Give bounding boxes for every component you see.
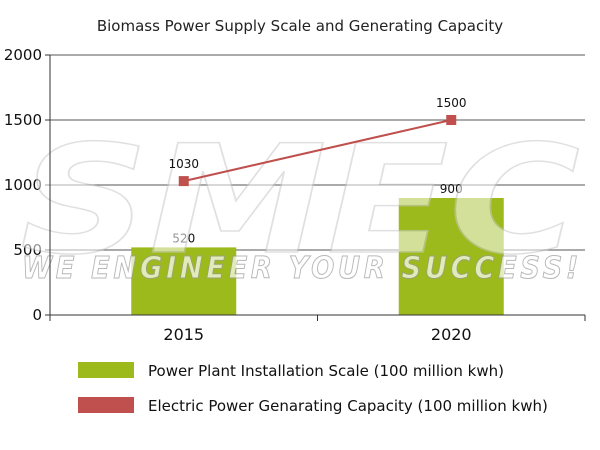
- line-label-2015: 1030: [168, 157, 199, 171]
- bar-series: [131, 198, 504, 315]
- y-axis-ticks: 0 500 1000 1500 2000: [4, 46, 50, 324]
- legend-swatch-bars: [78, 362, 134, 378]
- y-tick-label-1000: 1000: [4, 176, 42, 194]
- series-line: [183, 119, 452, 183]
- legend-item-line: Electric Power Genarating Capacity (100 …: [78, 397, 548, 415]
- x-axis-ticks: 2015 2020: [49, 315, 586, 344]
- legend-item-bars: Power Plant Installation Scale (100 mill…: [78, 362, 504, 380]
- chart-title: Biomass Power Supply Scale and Generatin…: [97, 17, 503, 35]
- y-tick-label-2000: 2000: [4, 46, 42, 64]
- y-tick-label-0: 0: [32, 306, 42, 324]
- bar-data-labels: 520 900: [172, 182, 462, 245]
- bar-2020: [398, 198, 504, 315]
- watermark-slogan: WE ENGINEER YOUR SUCCESS!: [22, 251, 582, 286]
- line-data-labels: 1030 1500: [168, 96, 466, 171]
- line-series: [178, 115, 457, 187]
- bar-label-2015: 520: [172, 231, 195, 245]
- x-tick-label-2020: 2020: [431, 325, 472, 344]
- watermark: SMEC WE ENGINEER YOUR SUCCESS!: [19, 113, 582, 289]
- legend-swatch-line: [78, 397, 134, 413]
- line-point-2020: [446, 115, 457, 125]
- bar-2015: [131, 247, 237, 315]
- x-tick-label-2015: 2015: [163, 325, 204, 344]
- line-label-2020: 1500: [436, 96, 467, 110]
- line-point-2015: [178, 176, 189, 187]
- legend: Power Plant Installation Scale (100 mill…: [78, 362, 548, 415]
- bar-label-2020: 900: [440, 182, 463, 196]
- legend-label-line: Electric Power Genarating Capacity (100 …: [148, 397, 548, 415]
- legend-label-bars: Power Plant Installation Scale (100 mill…: [148, 362, 504, 380]
- y-tick-label-1500: 1500: [4, 111, 42, 129]
- watermark-logo: SMEC: [20, 114, 580, 288]
- y-tick-label-500: 500: [13, 241, 42, 259]
